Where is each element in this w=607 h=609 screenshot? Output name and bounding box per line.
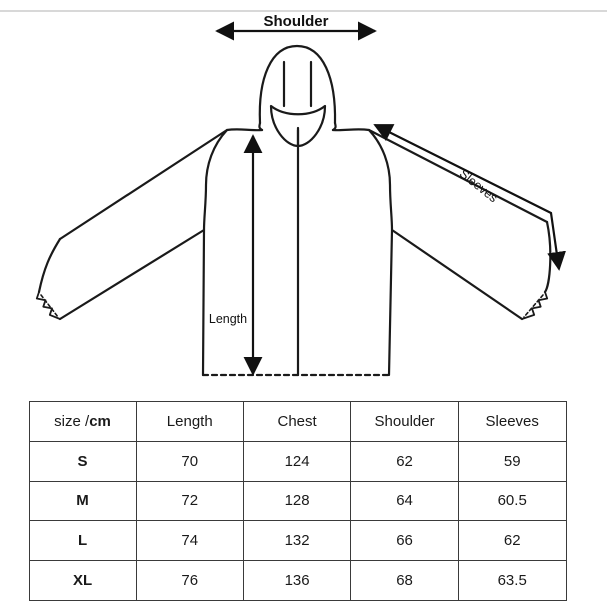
svg-text:Sleeves: Sleeves [457, 167, 501, 206]
svg-text:Length: Length [209, 312, 247, 326]
svg-text:Shoulder: Shoulder [263, 13, 328, 30]
